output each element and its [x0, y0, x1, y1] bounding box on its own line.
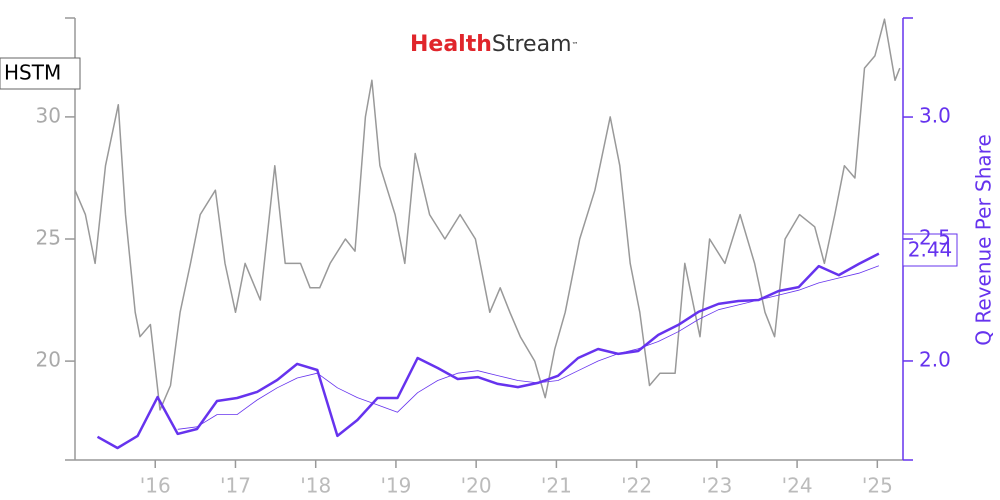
- y-tick-label: 30: [36, 103, 61, 127]
- y2-axis-label: Q Revenue Per Share: [972, 134, 996, 346]
- y2-tick-label: 2.5: [919, 226, 951, 250]
- plot: [74, 18, 901, 450]
- x-tick-label: '22: [621, 474, 652, 498]
- series-line: [177, 265, 880, 430]
- y2-tick-label: 2.0: [919, 347, 951, 371]
- x-tick-label: '25: [862, 474, 893, 498]
- ticker: HSTM: [4, 61, 61, 85]
- y-tick-label: 20: [36, 348, 61, 372]
- x-tick-label: '16: [140, 474, 171, 498]
- logo: HealthStream™: [410, 32, 579, 57]
- x-tick-label: '21: [541, 474, 572, 498]
- x-tick-label: '17: [220, 474, 251, 498]
- logo-second: Stream: [492, 32, 572, 57]
- y-tick-label: 25: [36, 226, 61, 250]
- last-value-label: 2.44: [908, 238, 953, 262]
- logo-mark: ™: [572, 41, 579, 49]
- x-tick-label: '24: [782, 474, 813, 498]
- x-tick-label: '18: [300, 474, 331, 498]
- ticker-box: [0, 57, 81, 90]
- series-line: [74, 18, 901, 411]
- x-tick-label: '23: [701, 474, 732, 498]
- x-tick-label: '19: [380, 474, 411, 498]
- logo-first: Health: [410, 32, 492, 57]
- y2-tick-label: 3.0: [919, 104, 951, 128]
- x-tick-label: '20: [461, 474, 492, 498]
- series-line: [96, 252, 880, 450]
